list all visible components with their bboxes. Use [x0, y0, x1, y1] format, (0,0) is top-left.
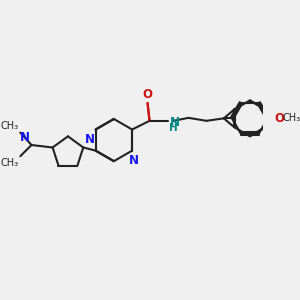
Text: CH₃: CH₃ — [1, 121, 19, 130]
Text: CH₃: CH₃ — [283, 113, 300, 123]
Text: N: N — [20, 131, 29, 144]
Text: H: H — [169, 123, 178, 133]
Text: O: O — [274, 112, 284, 125]
Text: N: N — [169, 116, 179, 129]
Text: CH₃: CH₃ — [1, 158, 19, 168]
Text: N: N — [128, 154, 138, 166]
Text: N: N — [85, 133, 95, 146]
Text: O: O — [142, 88, 152, 101]
